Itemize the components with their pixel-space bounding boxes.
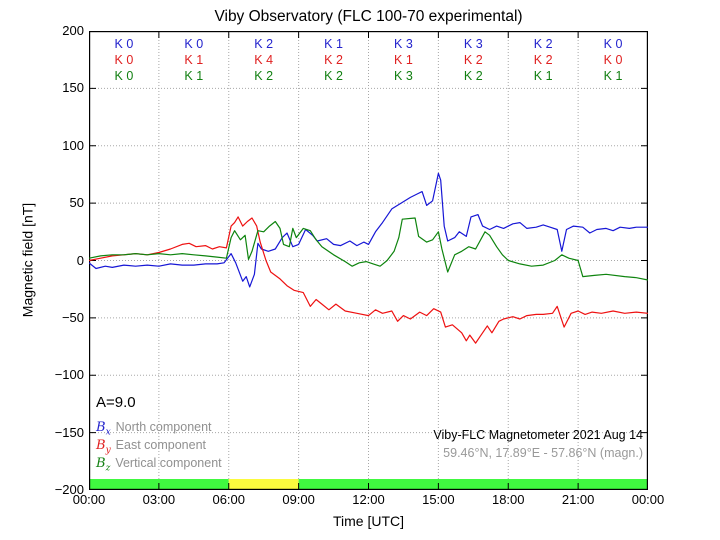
k-index-value: K 2 bbox=[463, 69, 483, 83]
y-tick-label: 100 bbox=[62, 137, 84, 153]
series-bx-north bbox=[89, 172, 648, 288]
k-index-value: K 0 bbox=[114, 37, 134, 51]
k-index-value: K 1 bbox=[533, 69, 553, 83]
k-index-value: K 0 bbox=[184, 37, 204, 51]
k-index-value: K 0 bbox=[114, 69, 134, 83]
a-index-label: A=9.0 bbox=[96, 394, 136, 411]
x-tick-label: 21:00 bbox=[561, 492, 595, 507]
legend-item-east: By East component bbox=[96, 438, 206, 456]
k-index-value: K 3 bbox=[463, 37, 483, 51]
k-index-value: K 0 bbox=[603, 53, 623, 67]
k-index-value: K 1 bbox=[184, 69, 204, 83]
station-annotation: Viby-FLC Magnetometer 2021 Aug 14 59.46°… bbox=[433, 426, 643, 462]
k-index-value: K 1 bbox=[184, 53, 204, 67]
x-axis-label: Time [UTC] bbox=[332, 513, 405, 529]
k-index-value: K 2 bbox=[463, 53, 483, 67]
series-by-east bbox=[89, 216, 648, 344]
x-tick-label: 00:00 bbox=[72, 492, 106, 507]
legend-label-east: East component bbox=[115, 438, 206, 452]
x-tick-label: 09:00 bbox=[282, 492, 315, 507]
k-index-value: K 2 bbox=[533, 37, 553, 51]
k-index-value: K 3 bbox=[394, 37, 413, 51]
k-index-value: K 2 bbox=[254, 37, 274, 51]
legend-label-north: North component bbox=[115, 420, 212, 434]
by-symbol: By bbox=[96, 438, 111, 456]
x-tick-label: 06:00 bbox=[212, 492, 246, 507]
station-name-date: Viby-FLC Magnetometer 2021 Aug 14 bbox=[433, 428, 643, 442]
x-tick-label: 18:00 bbox=[491, 492, 525, 507]
y-tick-label: −100 bbox=[54, 367, 84, 383]
station-coordinates: 59.46°N, 17.89°E - 57.86°N (magn.) bbox=[443, 446, 643, 460]
k-index-value: K 0 bbox=[603, 37, 623, 51]
k-index-value: K 4 bbox=[254, 53, 274, 67]
y-tick-label: −200 bbox=[54, 482, 84, 497]
k-index-value: K 2 bbox=[254, 69, 274, 83]
y-tick-label: −150 bbox=[54, 424, 84, 440]
legend-item-vertical: Bz Vertical component bbox=[96, 456, 222, 474]
k-index-value: K 2 bbox=[324, 53, 343, 67]
bx-symbol: Bx bbox=[96, 420, 111, 438]
activity-bar-segment bbox=[228, 479, 299, 489]
legend-item-north: Bx North component bbox=[96, 420, 212, 438]
bz-symbol: Bz bbox=[96, 456, 111, 474]
activity-bar-segment bbox=[298, 479, 648, 489]
y-tick-label: −50 bbox=[61, 309, 84, 325]
k-index-value: K 0 bbox=[114, 53, 134, 67]
y-tick-label: 50 bbox=[69, 195, 84, 211]
k-index-value: K 2 bbox=[533, 53, 553, 67]
x-tick-label: 03:00 bbox=[142, 492, 176, 507]
k-index-value: K 2 bbox=[324, 69, 343, 83]
y-tick-label: 200 bbox=[62, 23, 84, 38]
k-index-value: K 1 bbox=[603, 69, 623, 83]
x-tick-label: 12:00 bbox=[352, 492, 385, 507]
plot-canvas bbox=[89, 31, 648, 490]
k-index-value: K 3 bbox=[394, 69, 413, 83]
chart-title: Viby Observatory (FLC 100-70 experimenta… bbox=[214, 8, 523, 25]
y-tick-label: 0 bbox=[76, 252, 84, 268]
y-tick-label: 150 bbox=[62, 80, 84, 96]
legend-label-vertical: Vertical component bbox=[115, 456, 222, 470]
series-bz-vertical bbox=[89, 217, 648, 281]
x-tick-label: 15:00 bbox=[422, 492, 455, 507]
k-index-value: K 1 bbox=[324, 37, 343, 51]
x-tick-label: 00:00 bbox=[631, 492, 665, 507]
k-index-value: K 1 bbox=[394, 53, 413, 67]
plot-area: K 0 K 0 K 2 K 1 K 3 K 3 K 2 K 0 K 0 K 1 K 4 K 2 K 1 K… bbox=[89, 31, 648, 490]
